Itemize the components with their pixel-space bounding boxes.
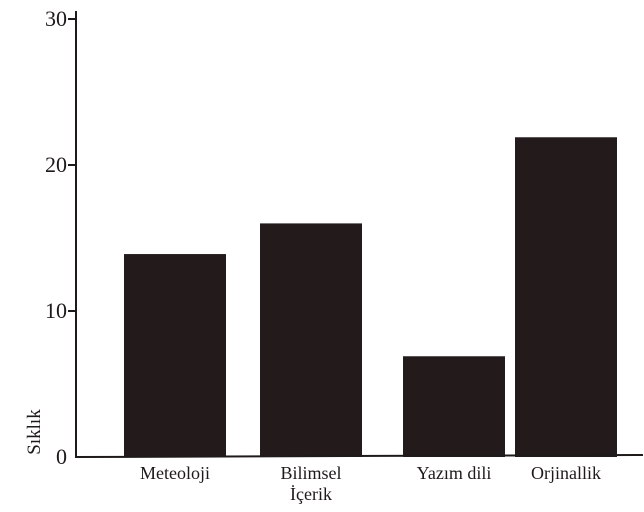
y-tick-label: 0 [56,444,67,469]
x-tick-label: Orjinallik [531,463,601,483]
y-axis-label: Sıklık [24,409,45,455]
y-tick-label: 20 [45,152,67,177]
x-tick-label: Yazım dili [417,463,492,483]
y-tick-label: 10 [45,298,67,323]
y-tick-label: 30 [45,6,67,31]
bar [260,223,362,457]
x-axis-line [75,454,644,458]
bars [124,137,617,457]
y-axis-ticks: 0 10 20 30 [45,6,76,469]
x-axis-tick-labels: Meteoloji Bilimsel İçerik Yazım dili Orjinal… [140,463,601,504]
x-tick-label: Bilimsel İçerik [280,463,341,504]
x-tick-label: Meteoloji [140,463,210,483]
bar [124,254,226,457]
bar [515,137,617,457]
bar [403,356,505,457]
